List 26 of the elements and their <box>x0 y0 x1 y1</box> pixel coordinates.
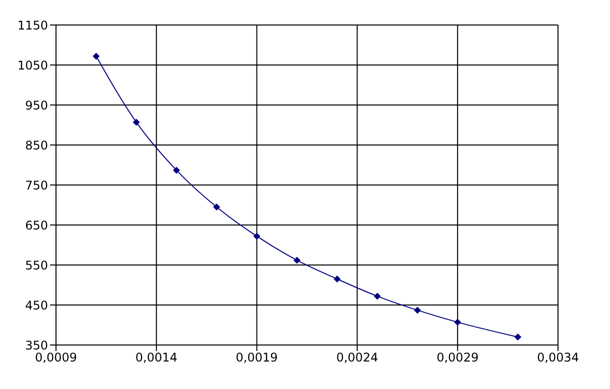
y-tick-label: 450 <box>25 298 48 312</box>
y-tick-label: 1150 <box>17 18 48 32</box>
x-tick-label: 0,0009 <box>35 350 77 365</box>
point <box>374 292 381 300</box>
y-tick-label: 850 <box>25 138 48 152</box>
point <box>454 318 462 326</box>
y-tick-label: 750 <box>25 178 48 192</box>
x-tick-label: 0,0029 <box>436 350 479 365</box>
y-tick-label: 350 <box>25 338 48 352</box>
x-tick-label: 0,0019 <box>236 350 278 365</box>
point <box>92 52 100 60</box>
point <box>293 256 300 264</box>
x-tick-label: 0,0014 <box>135 350 178 365</box>
point <box>253 232 260 240</box>
y-tick-label: 1050 <box>17 58 48 72</box>
y-tick-label: 950 <box>25 98 48 112</box>
y-tick-label: 550 <box>25 258 48 272</box>
point <box>132 118 140 126</box>
x-tick-label: 0,0024 <box>336 350 378 365</box>
y-tick-label: 650 <box>25 218 48 232</box>
point <box>334 276 341 282</box>
point <box>213 204 220 210</box>
point <box>172 166 180 174</box>
point <box>414 306 421 314</box>
point <box>514 334 522 340</box>
x-tick-label: 0,0034 <box>537 350 579 365</box>
